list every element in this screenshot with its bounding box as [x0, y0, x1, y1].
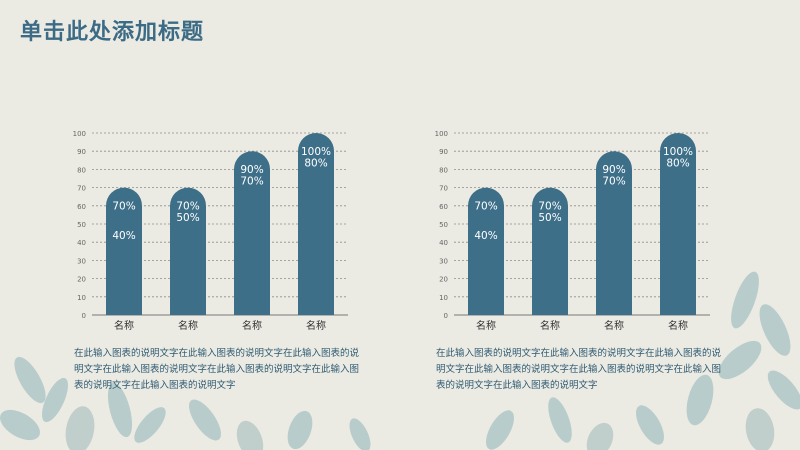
bar-data-label: 40% — [112, 230, 135, 242]
bar — [170, 187, 206, 315]
y-tick-label: 20 — [439, 276, 448, 284]
y-tick-label: 60 — [439, 203, 448, 211]
bar-data-label: 70% — [602, 176, 625, 188]
page-title: 单击此处添加标题 — [20, 20, 205, 45]
bar — [234, 151, 270, 315]
y-tick-label: 50 — [77, 221, 86, 229]
y-tick-label: 10 — [439, 294, 448, 302]
chart-caption-left: 在此输入图表的说明文字在此输入图表的说明文字在此输入图表的说明文字在此输入图表的… — [74, 348, 360, 391]
bar — [468, 187, 504, 315]
y-tick-label: 0 — [444, 312, 448, 320]
bar-data-label: 70% — [112, 201, 135, 213]
bar — [596, 151, 632, 315]
bar-data-label: 40% — [474, 230, 497, 242]
bar-data-label: 100% — [301, 146, 331, 158]
y-tick-label: 100 — [435, 130, 448, 138]
y-tick-label: 70 — [439, 185, 448, 193]
bar-data-label: 70% — [538, 201, 561, 213]
y-tick-label: 40 — [77, 239, 86, 247]
y-tick-label: 80 — [77, 166, 86, 174]
bar-data-label: 70% — [240, 176, 263, 188]
x-category-label: 名称 — [114, 319, 134, 332]
y-tick-label: 60 — [77, 203, 86, 211]
bar-data-label: 90% — [602, 164, 625, 176]
bar — [532, 187, 568, 315]
bar — [660, 133, 696, 315]
bar-chart-right-plot: 010203040506070809010070%40%名称70%50%名称90… — [435, 130, 710, 332]
bar-data-label: 70% — [176, 201, 199, 213]
y-tick-label: 30 — [439, 257, 448, 265]
y-tick-label: 80 — [439, 166, 448, 174]
bar-data-label: 100% — [663, 146, 693, 158]
x-category-label: 名称 — [306, 319, 326, 332]
x-category-label: 名称 — [178, 319, 198, 332]
y-tick-label: 20 — [77, 276, 86, 284]
y-tick-label: 70 — [77, 185, 86, 193]
x-category-label: 名称 — [540, 319, 560, 332]
bar-data-label: 80% — [666, 157, 689, 169]
y-tick-label: 50 — [439, 221, 448, 229]
bar-chart-left: 0 10 20 30 40 50 60 70 80 90 100 70% 40% 名称 70% 50% 名称 90… — [70, 125, 370, 335]
bar-data-label: 50% — [538, 212, 561, 224]
y-tick-label: 90 — [77, 148, 86, 156]
x-category-label: 名称 — [476, 319, 496, 332]
y-tick-label: 100 — [73, 130, 86, 138]
bar-data-label: 90% — [240, 164, 263, 176]
bar-data-label: 80% — [304, 157, 327, 169]
chart-caption-right: 在此输入图表的说明文字在此输入图表的说明文字在此输入图表的说明文字在此输入图表的… — [436, 348, 722, 391]
bar — [298, 133, 334, 315]
bar — [106, 187, 142, 315]
bar-chart-right: 0 10 20 30 40 50 60 70 80 90 100 70% 40% 名称 70% 50% 名称 90… — [432, 125, 732, 335]
y-tick-label: 0 — [82, 312, 86, 320]
bar-data-label: 50% — [176, 212, 199, 224]
x-category-label: 名称 — [242, 319, 262, 332]
bar-chart-left-plot: 010203040506070809010070%40%名称70%50%名称90… — [73, 130, 348, 332]
x-category-label: 名称 — [604, 319, 624, 332]
y-tick-label: 30 — [77, 257, 86, 265]
bar-data-label: 70% — [474, 201, 497, 213]
y-tick-label: 90 — [439, 148, 448, 156]
x-category-label: 名称 — [668, 319, 688, 332]
y-tick-label: 40 — [439, 239, 448, 247]
y-tick-label: 10 — [77, 294, 86, 302]
